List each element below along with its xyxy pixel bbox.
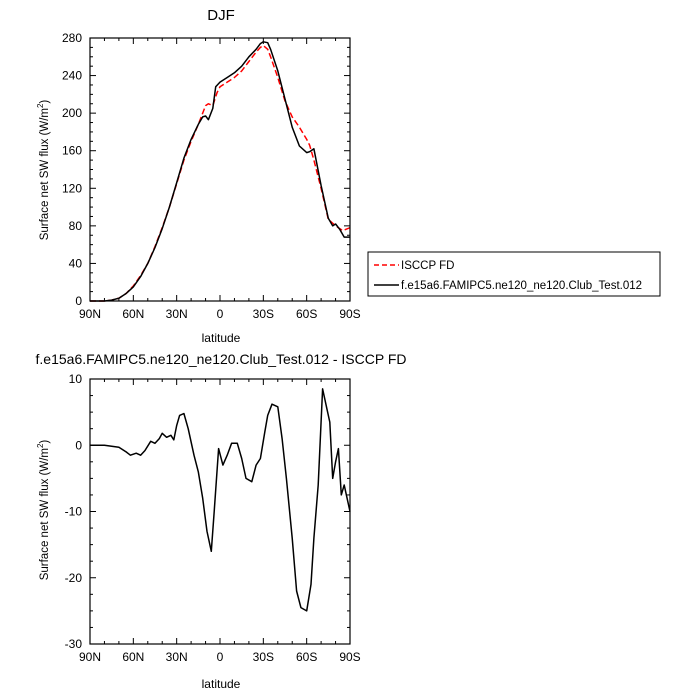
legend-label-isccp: ISCCP FD [401, 260, 454, 272]
chart-bottom-xlabel: latitude [202, 677, 241, 691]
chart-top-series-line-1 [90, 41, 350, 302]
chart-bottom-title: f.e15a6.FAMIPC5.ne120_ne120.Club_Test.01… [36, 351, 407, 367]
chart-top-ylabel-close: ) [39, 100, 51, 104]
chart-bottom-ylabel-close: ) [39, 440, 51, 444]
chart-bottom-plot-frame [89, 378, 351, 645]
chart-bottom-ylabel-main: Surface net SW flux (W/m [39, 448, 51, 580]
chart-bottom-xtick-label: 0 [217, 650, 224, 664]
chart-top-ytick-label: 120 [62, 181, 82, 195]
chart-bottom-ytick-label: 10 [69, 372, 83, 386]
chart-top-ytick-label: 80 [69, 219, 83, 233]
chart-top-ytick-label: 0 [75, 294, 82, 308]
chart-bottom-ytick-label: -20 [65, 571, 83, 585]
chart-bottom-plot: 90N 60N 30N 0 30S 60S 90S 10 0 -10 -20 -30 [65, 372, 361, 664]
chart-bottom-ytick-label: 0 [75, 438, 82, 452]
chart-top-ylabel: Surface net SW flux (W/m2) [36, 100, 51, 241]
chart-top-ytick-label: 280 [62, 31, 82, 45]
chart-top-xtick-label: 60N [122, 307, 144, 321]
chart-top-title: DJF [207, 7, 235, 24]
chart-top-xtick-label: 30S [253, 307, 274, 321]
chart-bottom-ytick-label: -10 [65, 505, 83, 519]
chart-bottom-ylabel-sup: 2 [36, 443, 45, 448]
chart-bottom-xtick-label: 60S [296, 650, 317, 664]
chart-top: DJF 90N 60N 30N 0 30S 60S 90S 0 40 80 120 160 200 240… [36, 7, 661, 345]
chart-top-xtick-label: 90S [339, 307, 360, 321]
chart-top-ylabel-main: Surface net SW flux (W/m [39, 108, 51, 240]
chart-top-ytick-label: 40 [69, 256, 83, 270]
chart-bottom-ytick-label: -30 [65, 637, 83, 651]
chart-bottom: f.e15a6.FAMIPC5.ne120_ne120.Club_Test.01… [36, 351, 407, 691]
chart-top-series-line-0 [90, 44, 351, 302]
legend-label-model: f.e15a6.FAMIPC5.ne120_ne120.Club_Test.01… [401, 280, 642, 292]
chart-top-ylabel-sup: 2 [36, 103, 45, 108]
chart-bottom-series-line-0 [90, 388, 351, 612]
chart-bottom-xtick-label: 90N [79, 650, 101, 664]
chart-top-ytick-label: 240 [62, 69, 82, 83]
chart-bottom-xtick-label: 90S [339, 650, 360, 664]
chart-bottom-xtick-label: 30S [253, 650, 274, 664]
legend: ISCCP FD f.e15a6.FAMIPC5.ne120_ne120.Clu… [367, 251, 661, 297]
chart-bottom-xtick-label: 30N [166, 650, 188, 664]
chart-top-xtick-label: 90N [79, 307, 101, 321]
chart-top-xlabel: latitude [202, 331, 241, 345]
chart-top-xtick-label: 30N [166, 307, 188, 321]
chart-top-xtick-label: 60S [296, 307, 317, 321]
chart-top-plot-frame [89, 37, 351, 302]
chart-top-xtick-label: 0 [217, 307, 224, 321]
chart-top-plot: 90N 60N 30N 0 30S 60S 90S 0 40 80 120 160 200 240 280 [62, 31, 361, 321]
legend-box [367, 251, 661, 297]
chart-bottom-xtick-label: 60N [122, 650, 144, 664]
chart-top-ytick-label: 160 [62, 144, 82, 158]
chart-bottom-ylabel: Surface net SW flux (W/m2) [36, 440, 51, 581]
chart-top-ytick-label: 200 [62, 106, 82, 120]
